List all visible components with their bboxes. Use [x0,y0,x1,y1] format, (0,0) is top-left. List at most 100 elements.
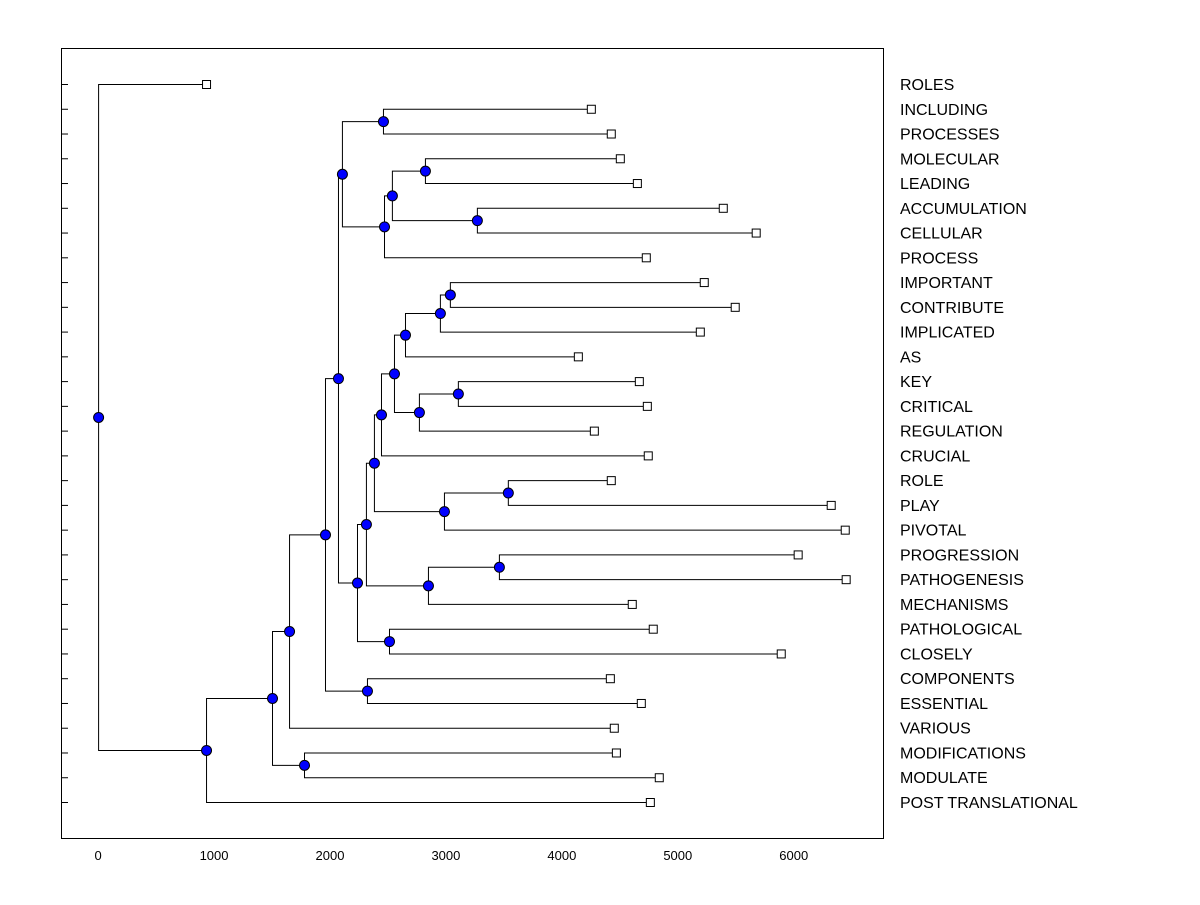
link [98,84,207,418]
leaf-label: PATHOGENESIS [900,572,1024,589]
link [443,511,846,531]
link [304,752,617,766]
leaf-marker [654,773,664,783]
merge-node [319,529,331,541]
leaf-marker [645,798,655,807]
merge-node [383,636,395,648]
link [391,170,426,196]
merge-node [452,388,464,400]
merge-node [422,580,434,592]
leaf-label: LEADING [900,176,970,193]
link [366,691,642,704]
merge-node [419,165,431,177]
link [98,417,207,751]
link [289,631,615,729]
leaf-marker [648,624,658,634]
leaf-label: CONTRIBUTE [900,300,1004,317]
link [382,108,592,122]
leaf-label: PROGRESSION [900,547,1019,564]
link [388,641,782,655]
link [498,554,799,568]
merge-node [375,409,387,421]
leaf-marker [695,327,705,337]
link [449,282,705,295]
leaf-label: PATHOLOGICAL [900,622,1022,639]
merge-node [336,168,348,180]
leaf-marker [606,129,616,139]
plot-frame [61,48,884,839]
leaf-label: PROCESS [900,250,978,267]
link [324,378,339,535]
x-tick-label: 0 [94,848,101,863]
leaf-marker [751,228,761,238]
leaf-marker [840,525,850,535]
leaf-label: CLOSELY [900,646,973,663]
leaf-label: CRITICAL [900,399,973,416]
link [418,412,595,432]
leaf-marker [615,154,625,164]
merge-node [360,519,372,531]
merge-node [434,308,446,320]
leaf-marker [643,451,653,461]
leaf-label: REGULATION [900,424,1003,441]
leaf-label: POST TRANSLATIONAL [900,795,1078,812]
leaf-marker [718,203,728,213]
merge-node [299,759,311,771]
leaf-marker [841,575,851,585]
merge-node [444,289,456,301]
leaf-marker [589,426,599,436]
link [341,121,384,175]
merge-node [332,373,344,385]
leaf-marker [202,80,212,89]
link [206,750,651,803]
leaf-marker [641,253,651,263]
link [289,534,326,632]
leaf-label: COMPONENTS [900,671,1015,688]
merge-node [361,685,373,697]
leaf-label: PIVOTAL [900,523,966,540]
link [418,393,459,413]
leaf-marker [606,476,616,486]
link [404,335,579,358]
link [337,173,343,379]
leaf-marker [605,674,615,684]
leaf-labels: ROLES INCLUDING PROCESSES MOLECULAR LEADING A… [900,77,1078,812]
x-tick-label: 1000 [200,848,229,863]
link [373,414,382,464]
merge-node [413,407,425,419]
merge-node [502,487,514,499]
leaf-marker [699,278,709,288]
leaf-label: ROLE [900,473,944,490]
leaf-marker [776,649,786,659]
merge-node [438,506,450,518]
x-tick-label: 3000 [431,848,460,863]
x-tick-label: 6000 [779,848,808,863]
link [393,334,406,374]
merge-node [377,116,389,128]
leaf-label: ESSENTIAL [900,696,988,713]
dendrogram-nodes [93,80,851,807]
leaf-marker [627,599,637,609]
leaf-marker [826,500,836,510]
leaf-label: MODIFICATIONS [900,745,1026,762]
link [427,585,633,605]
leaf-marker [609,723,619,733]
leaf-label: CELLULAR [900,226,983,243]
leaf-label: PROCESSES [900,127,1000,144]
link [324,534,368,692]
link [498,567,847,581]
link [365,462,375,525]
merge-node [267,692,279,704]
axis-ticks: 0 1000 2000 3000 4000 5000 6000 [61,84,808,863]
link [391,195,478,222]
link [443,492,509,512]
merge-node [284,626,296,638]
leaf-marker [586,104,596,114]
link [304,765,660,779]
leaf-label: INCLUDING [900,102,988,119]
leaf-label: MOLECULAR [900,151,1000,168]
link [393,373,420,414]
link [449,294,736,308]
leaf-label: AS [900,349,921,366]
leaf-label: VARIOUS [900,721,971,738]
